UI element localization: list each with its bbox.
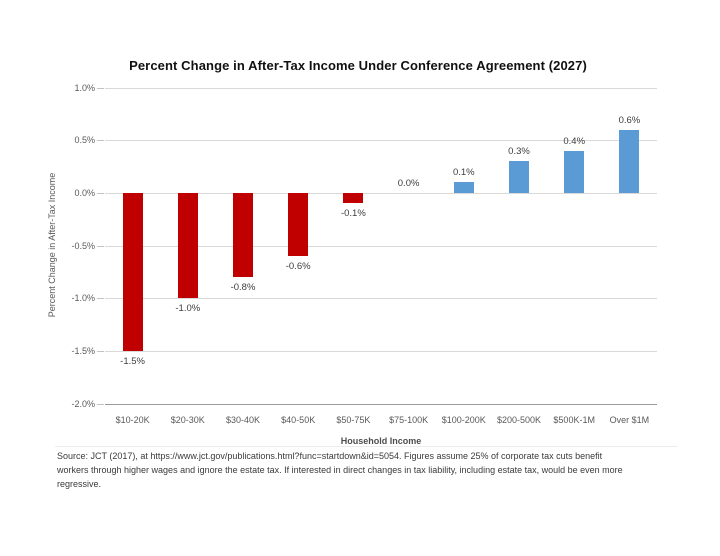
bar-value-label: -0.8% [230,282,256,294]
bar-value-label: -1.0% [175,303,201,315]
x-axis-title: Household Income [340,436,422,446]
x-tick-label: $50-75K [336,415,371,425]
bar-value-label: 0.0% [397,177,420,189]
footnote-line: workers through higher wages and ignore … [57,464,623,475]
y-tick-mark [97,140,104,142]
y-tick-mark [97,245,104,247]
bar [122,192,143,351]
bar [619,129,640,193]
x-tick-label: $500K-1M [553,415,595,425]
gridline [105,192,657,194]
gridline [105,87,657,89]
x-tick-label: $10-20K [115,415,150,425]
y-tick-mark [97,403,104,405]
gridline [105,351,657,352]
gridline [105,140,657,142]
bar-value-label: -0.6% [285,261,311,273]
chart-title: Percent Change in After-Tax Income Under… [129,58,587,73]
y-axis-title: Percent Change in After-Tax Income [47,172,57,318]
x-tick-label: $40-50K [281,415,316,425]
x-tick-label: $20-30K [170,415,205,425]
y-tick-label: 0.0% [74,187,95,198]
y-tick-mark [97,192,104,194]
bar-value-label: -0.1% [340,208,366,220]
y-tick-mark [97,298,104,300]
bar [453,182,474,193]
gridline [105,245,657,247]
bar [177,192,198,299]
bar [564,150,585,193]
gridline [105,403,657,405]
bar [343,192,364,204]
bar-value-label: -1.5% [120,356,145,367]
bar-value-label: 0.1% [452,167,475,179]
x-tick-label: $100-200K [441,415,486,425]
footnote-line: regressive. [57,478,102,489]
y-tick-label: -1.0% [71,293,95,304]
y-tick-label: -0.5% [71,240,95,251]
y-tick-label: 1.0% [74,82,95,93]
bar-value-label: 0.4% [563,135,586,147]
footnote-separator-line [55,446,677,447]
y-tick-mark [97,351,104,352]
bar [288,192,309,257]
bar [233,192,253,278]
bar-value-label: 0.6% [618,114,641,126]
footnote-line: Source: JCT (2017), at https://www.jct.g… [57,451,603,461]
y-tick-label: 0.5% [74,135,95,146]
bar-value-label: 0.3% [508,146,530,158]
bar [509,161,529,193]
y-tick-label: -2.0% [71,398,95,409]
source-footnote: Source: JCT (2017), at https://www.jct.g… [57,450,675,491]
x-tick-label: $200-500K [496,415,542,425]
x-tick-label: Over $1M [609,415,650,425]
y-tick-mark [97,87,104,89]
x-tick-label: $75-100K [389,415,429,425]
y-tick-label: -1.5% [71,346,95,356]
x-tick-label: $30-40K [225,415,261,425]
gridline [105,298,657,300]
